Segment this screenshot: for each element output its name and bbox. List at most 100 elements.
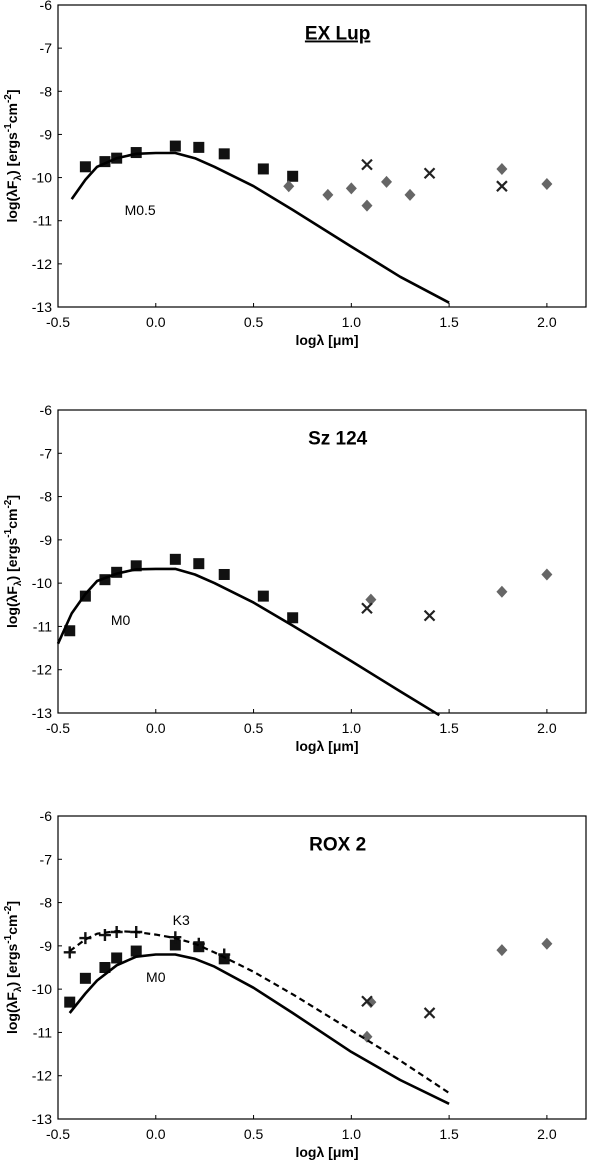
y-axis-label-part: cm <box>4 103 20 123</box>
solid-model-curve <box>70 151 450 304</box>
square-data-point <box>64 625 76 637</box>
y-tick-label: -8 <box>40 895 53 911</box>
chart-panel-3: -13 -12 -11 -10 -9 -8 -7 -6 -0.5 0.0 0.5 1.0 1.5 2.0 l… <box>3 808 587 1160</box>
y-tick-label: -11 <box>33 1024 52 1040</box>
square-data-point <box>218 148 230 160</box>
square-data-point <box>287 170 299 182</box>
plot-frame <box>57 409 587 714</box>
y-axis-label-part: -2 <box>3 499 14 508</box>
chart-panel-2: -13 -12 -11 -10 -9 -8 -7 -6 -0.5 0.0 0.5 1.0 1.5 2.0 l… <box>3 402 587 754</box>
diamond-data-point <box>365 593 377 606</box>
y-axis-label-part: λ <box>13 580 24 586</box>
dashed-model-curve <box>69 929 450 1094</box>
cross-data-point <box>361 602 373 615</box>
diamond-data-point <box>541 568 553 581</box>
y-tick-label: -6 <box>40 402 53 418</box>
y-axis-label-part: log(λF <box>4 992 20 1034</box>
cross-data-point <box>361 158 373 171</box>
square-data-point <box>193 558 205 570</box>
y-axis-label: log(λFλ) [ergs-1cm-2] <box>3 89 24 222</box>
chart-title: EX Lup <box>305 24 370 45</box>
diamond-data-point <box>345 182 357 195</box>
y-axis-label: log(λFλ) [ergs-1cm-2] <box>3 495 24 628</box>
y-axis-label-part: log(λF <box>4 180 20 222</box>
y-tick-label: -12 <box>32 662 52 678</box>
y-axis-label-part: ) [ergs <box>4 132 20 175</box>
y-axis-label-part: -1 <box>3 934 14 943</box>
diamond-data-point <box>322 188 334 201</box>
x-tick-label: -0.5 <box>46 314 70 330</box>
diamond-data-point <box>361 199 373 212</box>
x-tick-label: 1.5 <box>439 1126 459 1142</box>
y-axis-label-part: ] <box>4 89 20 94</box>
x-tick-label: -0.5 <box>46 1126 70 1142</box>
y-tick-label: -9 <box>40 126 53 142</box>
y-tick-label: -7 <box>40 40 53 56</box>
chart-title: Sz 124 <box>308 429 368 450</box>
x-tick-label: 1.5 <box>439 720 459 736</box>
diamond-data-point <box>404 188 416 201</box>
diamond-data-point <box>541 937 553 950</box>
y-tick-label: -12 <box>32 1068 52 1084</box>
y-axis-label-part: -1 <box>3 528 14 537</box>
plus-data-point <box>218 948 231 961</box>
plot-frame <box>57 4 587 308</box>
cross-data-point <box>361 995 373 1008</box>
x-axis-label: logλ [μm] <box>295 1144 358 1160</box>
y-axis-label-part: -2 <box>3 94 14 103</box>
diamond-data-point <box>361 1030 373 1043</box>
y-axis-label-part: -1 <box>3 123 14 132</box>
x-axis-label: logλ [μm] <box>295 332 358 348</box>
x-tick-label: 2.0 <box>537 1126 557 1142</box>
x-tick-label: 0.5 <box>244 1126 264 1142</box>
y-tick-label: -7 <box>40 851 53 867</box>
x-tick-label: 2.0 <box>537 720 557 736</box>
diamond-data-point <box>496 162 508 175</box>
y-tick-label: -11 <box>33 213 52 229</box>
y-tick-label: -11 <box>33 618 52 634</box>
y-tick-label: -10 <box>32 575 52 591</box>
y-axis-label-part: ] <box>4 495 20 500</box>
square-data-point <box>99 962 111 973</box>
x-axis-label: logλ [μm] <box>295 738 358 754</box>
square-data-point <box>218 568 230 580</box>
x-tick-label: 1.0 <box>342 314 362 330</box>
chart-panel-1: -13 -12 -11 -10 -9 -8 -7 -6 -0.5 0.0 0.5 1.0 1.5 2.0 l… <box>3 0 587 348</box>
y-tick-label: -12 <box>32 256 52 272</box>
y-tick-label: -10 <box>32 981 52 997</box>
y-axis-label-part: log(λF <box>4 586 20 628</box>
y-axis-label-part: cm <box>4 509 20 529</box>
x-tick-label: 0.0 <box>146 720 166 736</box>
square-data-point <box>169 140 181 152</box>
x-tick-label: 1.5 <box>439 314 459 330</box>
plus-data-point <box>98 929 111 942</box>
y-axis-label-part: ) [ergs <box>4 943 20 986</box>
square-data-point <box>130 560 142 572</box>
square-data-point <box>193 141 205 153</box>
y-axis-label-part: ] <box>4 901 20 906</box>
x-tick-label: 2.0 <box>537 314 557 330</box>
y-tick-label: -8 <box>40 83 53 99</box>
square-data-point <box>257 590 269 602</box>
square-data-point <box>257 163 269 175</box>
y-axis-label-part: -2 <box>3 905 14 914</box>
spectral-type-annotation: K3 <box>173 912 190 928</box>
square-data-point <box>79 161 91 173</box>
y-tick-label: -8 <box>40 489 53 505</box>
y-tick-label: -13 <box>32 299 52 315</box>
x-tick-label: 0.0 <box>146 314 166 330</box>
solid-model-curve <box>68 953 450 1105</box>
diamond-data-point <box>381 175 393 188</box>
y-tick-label: -13 <box>32 705 52 721</box>
x-tick-label: 1.0 <box>342 720 362 736</box>
cross-data-point <box>423 167 436 180</box>
y-tick-label: -9 <box>40 532 53 548</box>
x-tick-label: 0.0 <box>146 1126 166 1142</box>
square-data-point <box>169 939 181 951</box>
x-tick-label: 1.0 <box>342 1126 362 1142</box>
x-tick-label: 0.5 <box>244 720 264 736</box>
plus-data-point <box>63 946 76 959</box>
y-axis-label-part: λ <box>13 175 24 181</box>
y-tick-label: -13 <box>32 1111 52 1127</box>
